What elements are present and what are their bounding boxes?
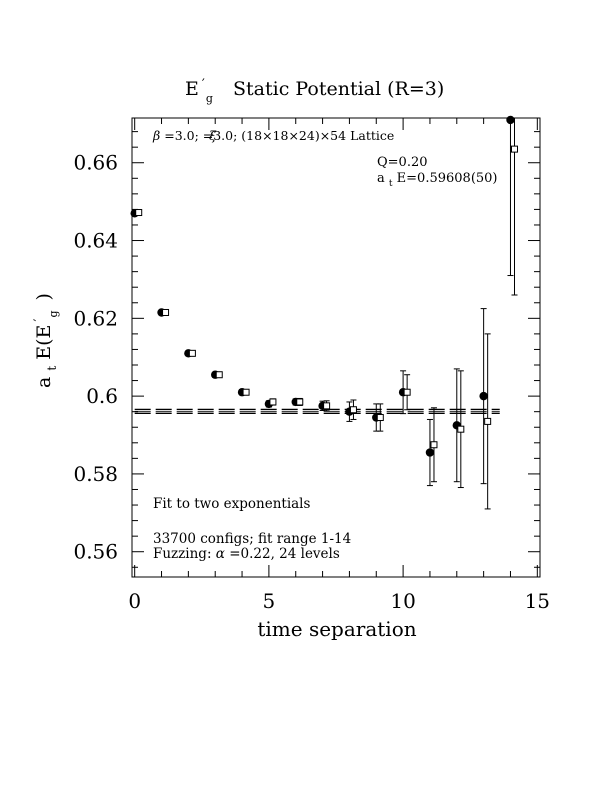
title-main: E <box>185 78 199 100</box>
ylabel-rest: E(E <box>33 325 55 360</box>
chart-title: E ′ g Static Potential (R=3) <box>185 71 444 107</box>
data-point-circle <box>425 448 435 457</box>
title-rest: Static Potential (R=3) <box>233 78 444 100</box>
data-point-square <box>349 406 357 414</box>
data-point-square <box>376 414 384 422</box>
y-axis-label: a t E(E ′ g ) <box>26 293 62 388</box>
data-point-square <box>403 388 411 396</box>
fuzz-rest: =0.22, 24 levels <box>229 546 340 562</box>
data-point-square <box>269 398 277 406</box>
data-point-square <box>323 402 331 410</box>
y-tick-label: 0.66 <box>73 151 118 175</box>
lattice-beta: β <box>152 128 160 143</box>
y-tick-label: 0.6 <box>86 384 118 408</box>
title-prime: ′ <box>202 77 205 92</box>
x-tick-label: 10 <box>390 589 415 613</box>
x-tick-label: 5 <box>263 589 276 613</box>
lattice-annotation: β =3.0; =3.0; (18×18×24)×54 Lattice <box>152 128 394 143</box>
data-point-square <box>511 145 518 153</box>
fuzz-alpha: α <box>216 546 225 562</box>
energy-t: t <box>389 179 393 189</box>
ylabel-prime: ′ <box>32 319 47 322</box>
data-point-square <box>484 417 492 425</box>
fuzz-label: Fuzzing: <box>153 546 216 562</box>
ylabel-sub-g: g <box>47 311 60 318</box>
ylabel-sub-t: t <box>45 366 59 371</box>
data-point-square <box>215 371 223 379</box>
energy-rest: E=0.59608(50) <box>397 171 498 186</box>
data-point-square <box>162 308 170 316</box>
energy-annotation: a t E=0.59608(50) <box>377 171 498 190</box>
lattice-xi: ξ <box>209 128 217 143</box>
data-point-square <box>296 398 304 406</box>
data-point-square <box>135 209 143 217</box>
series-1 <box>135 117 518 510</box>
data-series <box>130 115 518 510</box>
q-annotation: Q=0.20 <box>377 155 428 170</box>
data-point-square <box>188 349 196 357</box>
x-tick-label: 0 <box>128 589 141 613</box>
title-sub: g <box>206 92 213 105</box>
y-tick-label: 0.56 <box>73 540 118 564</box>
x-tick-label: 15 <box>525 589 550 613</box>
y-tick-label: 0.64 <box>73 229 118 253</box>
data-point-square <box>242 388 250 396</box>
ylabel-a: a <box>33 377 55 388</box>
fit-band <box>134 408 500 414</box>
configs-annotation: 33700 configs; fit range 1-14 <box>153 531 351 547</box>
x-axis-label: time separation <box>257 617 416 641</box>
energy-a: a <box>377 171 385 186</box>
ylabel-close: ) <box>33 293 55 300</box>
fit-annotation: Fit to two exponentials <box>153 496 311 512</box>
y-tick-label: 0.62 <box>73 306 118 330</box>
fuzzing-annotation: Fuzzing: α =0.22, 24 levels <box>153 546 340 562</box>
data-point-square <box>430 441 438 449</box>
lattice-text: =3.0; =3.0; (18×18×24)×54 Lattice <box>164 128 394 143</box>
data-point-circle <box>506 115 515 125</box>
axes: 0 5 10 15 0.56 0.58 0.6 0.62 0.64 0.66 <box>73 117 550 613</box>
plot-frame <box>131 117 541 578</box>
data-point-square <box>457 425 465 433</box>
data-point-circle <box>479 391 488 401</box>
y-tick-label: 0.58 <box>73 462 118 486</box>
